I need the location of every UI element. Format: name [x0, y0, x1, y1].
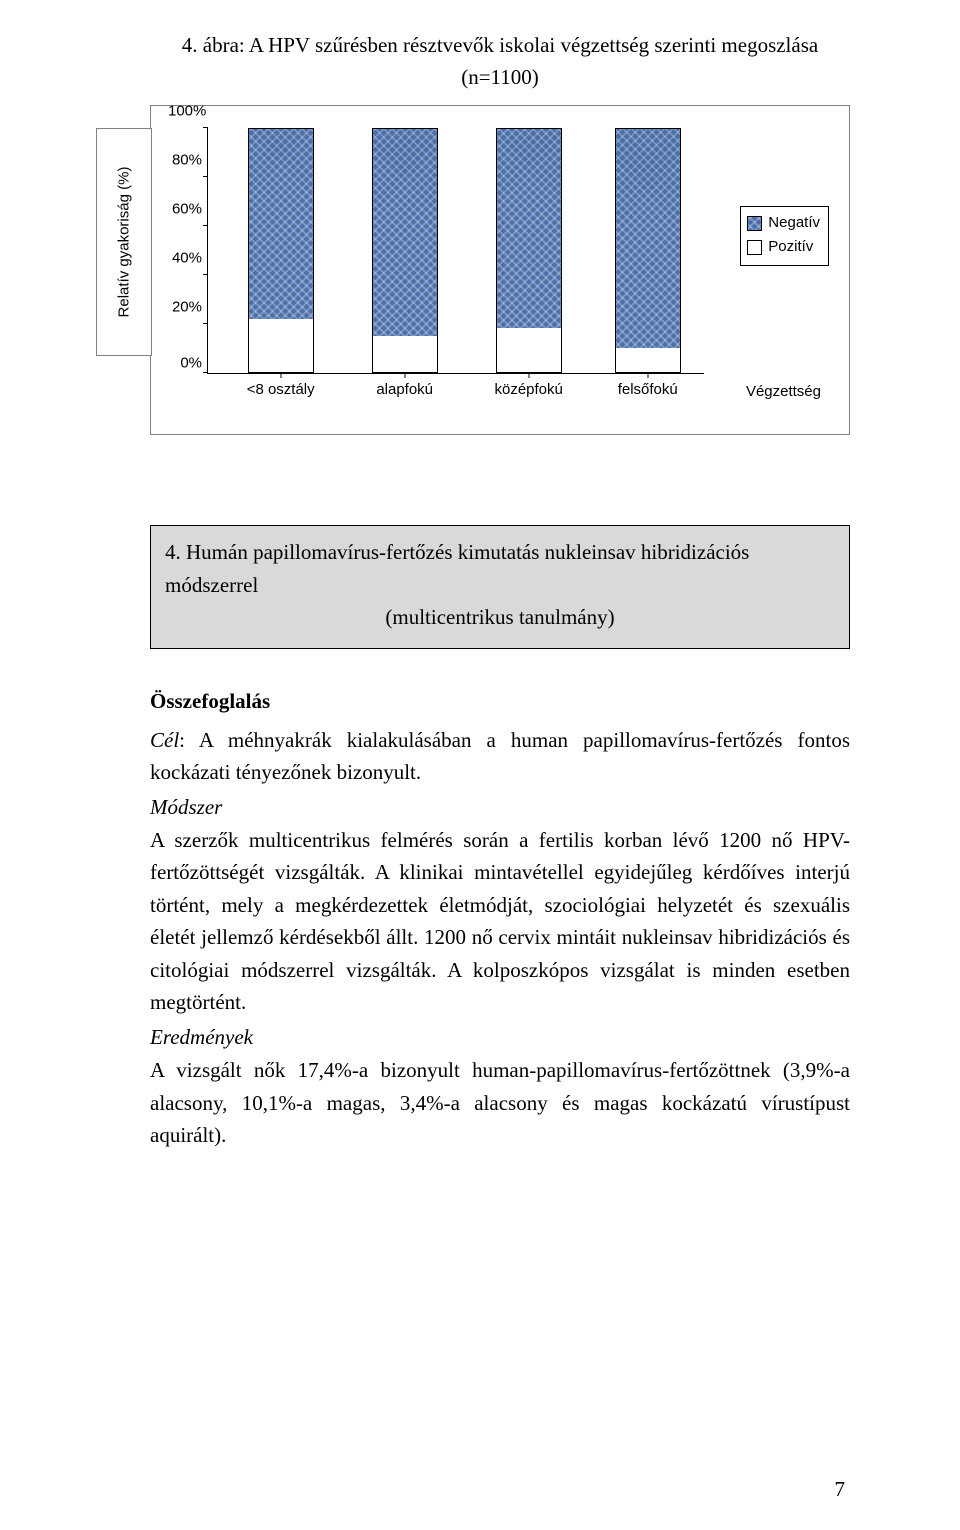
cel-paragraph: Cél: A méhnyakrák kialakulásában a human… — [150, 724, 850, 789]
chart-title-line2: (n=1100) — [150, 62, 850, 94]
cel-label: Cél — [150, 728, 179, 752]
section-4-heading: 4. Humán papillomavírus-fertőzés kimutat… — [150, 525, 850, 649]
xtick-1: alapfokú — [376, 381, 433, 398]
ytick-5: 100% — [168, 103, 202, 120]
eredmenyek-text: A vizsgált nők 17,4%-a bizonyult human-p… — [150, 1054, 850, 1152]
modszer-text: A szerzők multicentrikus felmérés során … — [150, 824, 850, 1019]
bar-0 — [248, 128, 314, 373]
page-number: 7 — [835, 1477, 846, 1502]
cel-text: : A méhnyakrák kialakulásában a human pa… — [150, 728, 850, 785]
y-axis-label: Relatív gyakoriság (%) — [116, 167, 133, 318]
modszer-heading: Módszer — [150, 795, 850, 820]
ytick-2: 40% — [168, 250, 202, 267]
plot-area: 0% 20% 40% 60% 80% 100% — [207, 128, 704, 374]
legend-swatch-pozitiv — [747, 240, 762, 255]
ytick-3: 60% — [168, 201, 202, 218]
chart-area: 0% 20% 40% 60% 80% 100% — [150, 105, 850, 435]
y-axis-label-box: Relatív gyakoriság (%) — [96, 128, 152, 356]
xtick-2: középfokú — [494, 381, 562, 398]
xtick-0: <8 osztály — [247, 381, 315, 398]
legend-label-negativ: Negatív — [768, 211, 820, 235]
eredmenyek-heading: Eredmények — [150, 1025, 850, 1050]
ytick-0: 0% — [168, 355, 202, 372]
legend-item-pozitiv: Pozitív — [747, 235, 820, 259]
bar-2 — [496, 128, 562, 373]
section-line1: 4. Humán papillomavírus-fertőzés kimutat… — [165, 540, 749, 597]
chart-title: 4. ábra: A HPV szűrésben résztvevők isko… — [150, 30, 850, 93]
xtick-3: felsőfokú — [618, 381, 678, 398]
ytick-4: 80% — [168, 152, 202, 169]
figure-4: 4. ábra: A HPV szűrésben résztvevők isko… — [150, 30, 850, 435]
legend-item-negativ: Negatív — [747, 211, 820, 235]
section-line2: (multicentrikus tanulmány) — [165, 601, 835, 634]
legend-label-pozitiv: Pozitív — [768, 235, 813, 259]
bar-1 — [372, 128, 438, 373]
legend: Negatív Pozitív — [740, 206, 829, 266]
body-text: Összefoglalás Cél: A méhnyakrák kialakul… — [150, 689, 850, 1152]
bar-3 — [615, 128, 681, 373]
chart-title-line1: 4. ábra: A HPV szűrésben résztvevők isko… — [182, 33, 818, 57]
legend-swatch-negativ — [747, 216, 762, 231]
summary-heading: Összefoglalás — [150, 689, 850, 714]
x-axis-label: Végzettség — [746, 383, 821, 400]
ytick-1: 20% — [168, 299, 202, 316]
